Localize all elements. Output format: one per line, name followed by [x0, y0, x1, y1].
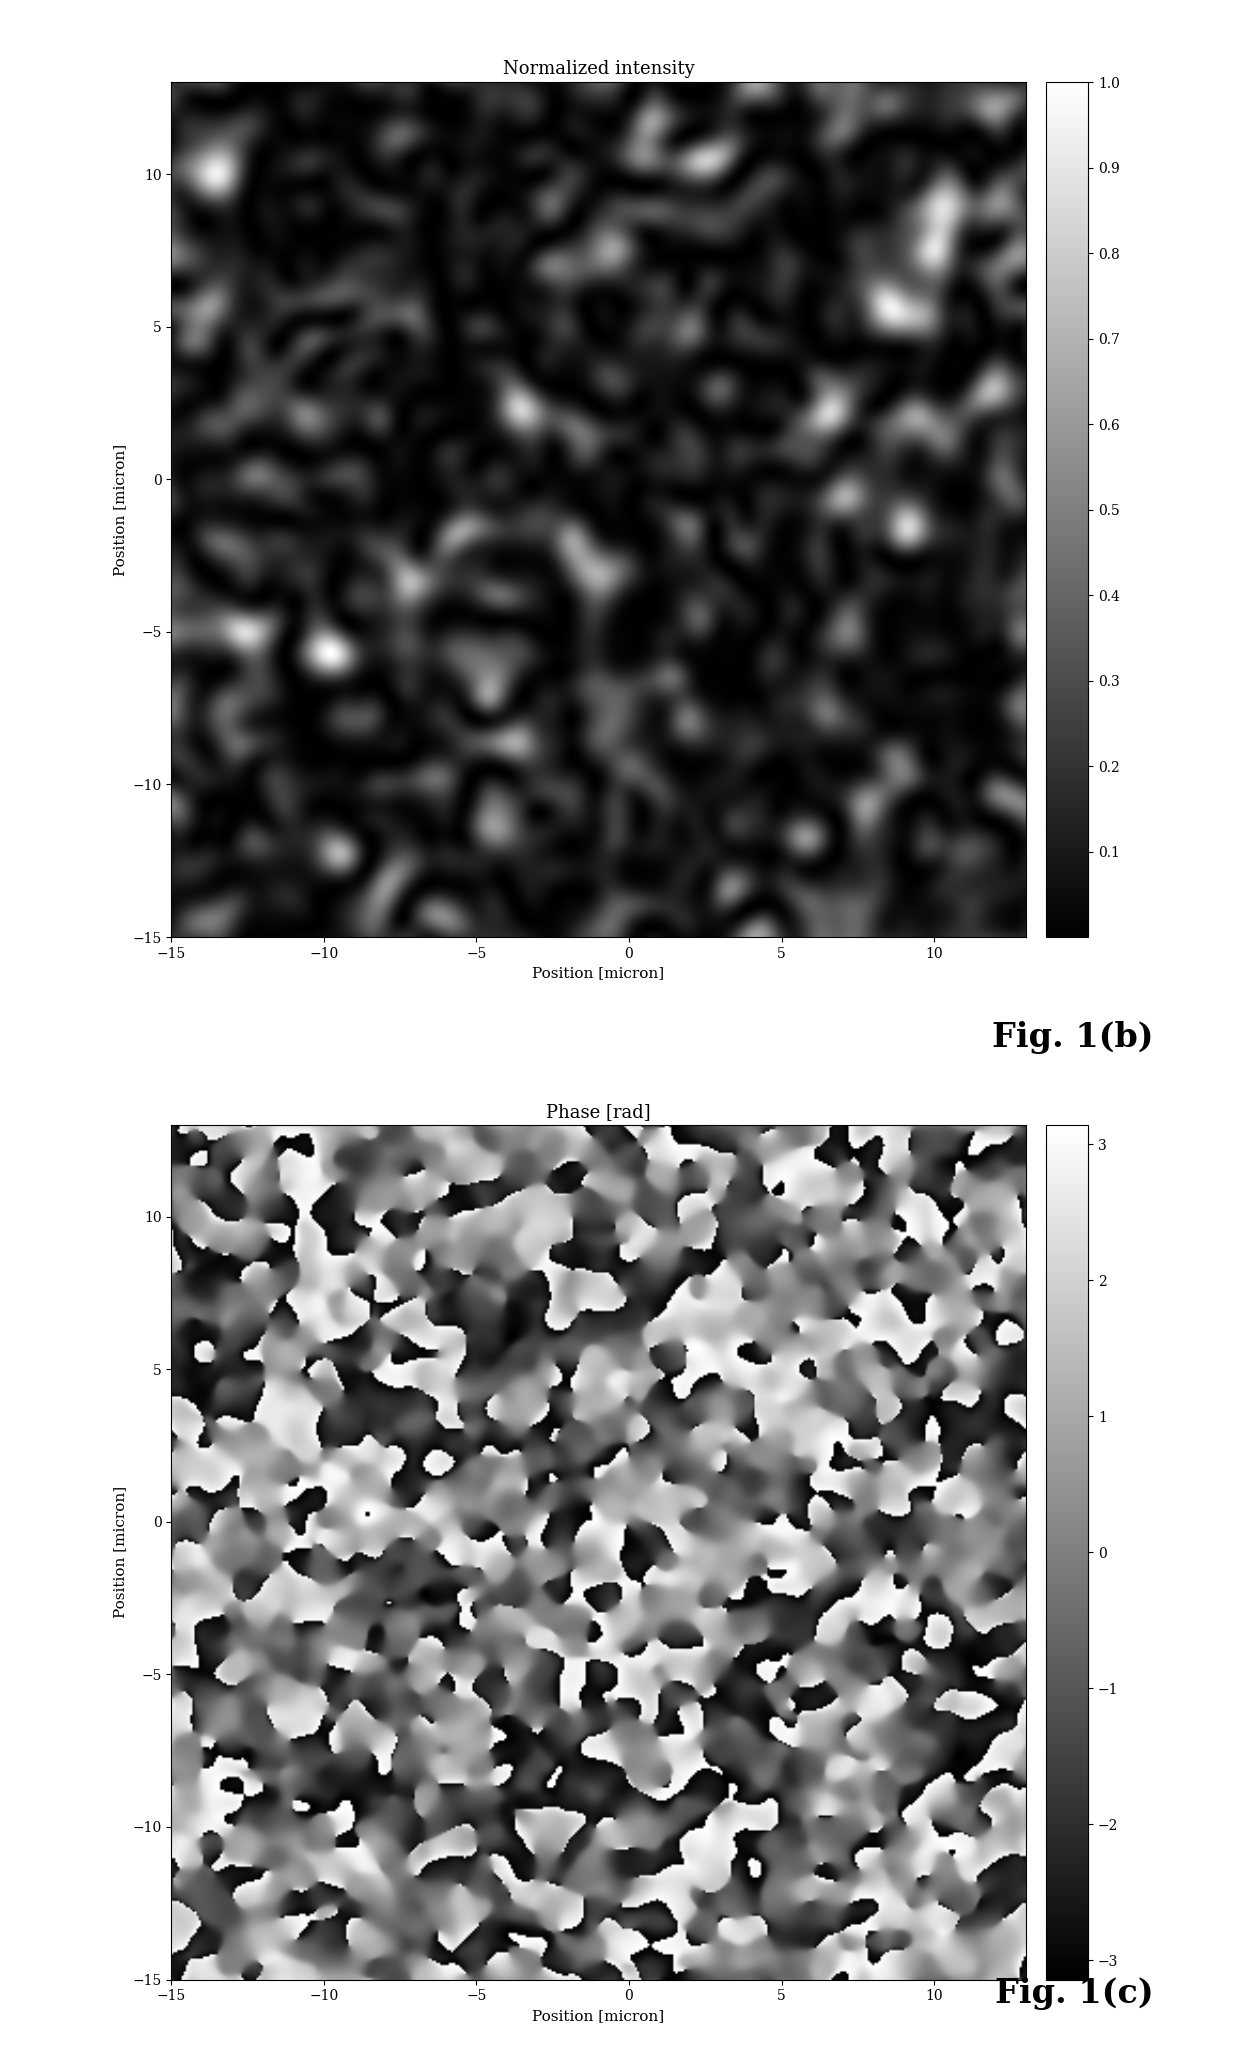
Title: Phase [rad]: Phase [rad]: [546, 1103, 651, 1120]
Title: Normalized intensity: Normalized intensity: [502, 60, 694, 78]
Y-axis label: Position [micron]: Position [micron]: [113, 443, 126, 575]
Text: Fig. 1(c): Fig. 1(c): [994, 1977, 1153, 2010]
X-axis label: Position [micron]: Position [micron]: [532, 2008, 665, 2023]
Text: Fig. 1(b): Fig. 1(b): [992, 1021, 1153, 1054]
X-axis label: Position [micron]: Position [micron]: [532, 967, 665, 979]
Y-axis label: Position [micron]: Position [micron]: [113, 1487, 126, 1619]
